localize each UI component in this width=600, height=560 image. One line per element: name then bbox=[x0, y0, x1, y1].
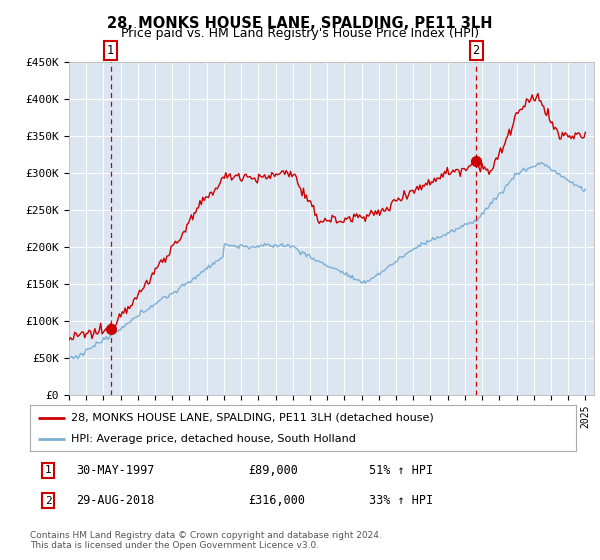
Text: Price paid vs. HM Land Registry's House Price Index (HPI): Price paid vs. HM Land Registry's House … bbox=[121, 27, 479, 40]
Text: 2: 2 bbox=[44, 496, 52, 506]
Text: Contains HM Land Registry data © Crown copyright and database right 2024.
This d: Contains HM Land Registry data © Crown c… bbox=[30, 531, 382, 550]
Text: 29-AUG-2018: 29-AUG-2018 bbox=[76, 494, 155, 507]
Text: 1: 1 bbox=[44, 465, 52, 475]
Text: 28, MONKS HOUSE LANE, SPALDING, PE11 3LH: 28, MONKS HOUSE LANE, SPALDING, PE11 3LH bbox=[107, 16, 493, 31]
Text: HPI: Average price, detached house, South Holland: HPI: Average price, detached house, Sout… bbox=[71, 435, 356, 444]
Text: 2: 2 bbox=[473, 44, 479, 58]
Text: 51% ↑ HPI: 51% ↑ HPI bbox=[368, 464, 433, 477]
Text: £316,000: £316,000 bbox=[248, 494, 305, 507]
Text: 28, MONKS HOUSE LANE, SPALDING, PE11 3LH (detached house): 28, MONKS HOUSE LANE, SPALDING, PE11 3LH… bbox=[71, 413, 434, 423]
Text: 1: 1 bbox=[107, 44, 114, 58]
Text: 33% ↑ HPI: 33% ↑ HPI bbox=[368, 494, 433, 507]
Text: 30-MAY-1997: 30-MAY-1997 bbox=[76, 464, 155, 477]
Text: £89,000: £89,000 bbox=[248, 464, 298, 477]
